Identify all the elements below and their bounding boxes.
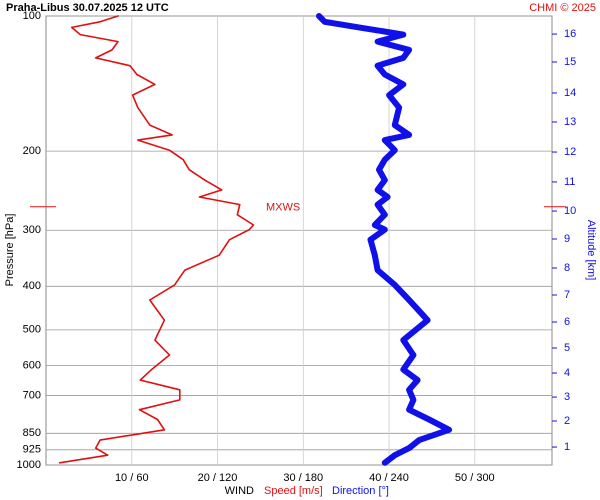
y-tick-label: 600 [23,359,41,371]
y-tick-label: 500 [23,324,41,336]
x-tick-label: 10 / 60 [115,472,149,484]
y2-axis-label: Altitude [km] [585,220,597,281]
x-tick-label: 20 / 120 [198,472,238,484]
y2-tick-label: 10 [564,205,576,217]
x-tick-label: 30 / 180 [283,472,323,484]
direction-line [316,13,453,466]
y-tick-label: 925 [23,444,41,456]
legend-speed: Speed [m/s] [264,485,323,497]
x-tick-label: 50 / 300 [455,472,495,484]
x-axis-label: WIND [225,485,254,497]
y2-tick-label: 11 [564,176,575,188]
credit: CHMI © 2025 [529,2,596,14]
y-tick-label: 1000 [17,459,41,471]
y2-tick-label: 1 [564,441,570,453]
y2-tick-label: 5 [564,342,570,354]
y2-tick-label: 16 [564,28,576,40]
legend-direction: Direction [°] [332,485,389,497]
y-axis-label: Pressure [hPa] [4,214,16,287]
y-tick-label: 700 [23,389,41,401]
y-tick-label: 850 [23,427,41,439]
plot-frame [45,15,553,466]
y2-tick-label: 8 [564,262,570,274]
y-tick-label: 100 [23,10,41,22]
y2-tick-label: 9 [564,233,570,245]
annotation: MXWS [266,202,300,214]
y2-tick-label: 13 [564,116,576,128]
y2-tick-label: 7 [564,289,570,301]
y2-tick-label: 2 [564,415,570,427]
speed-line [58,15,255,464]
y2-tick-label: 12 [564,146,576,158]
y-tick-label: 400 [23,280,41,292]
y2-tick-label: 14 [564,87,576,99]
y-tick-label: 200 [23,145,41,157]
y2-tick-label: 4 [564,367,570,379]
y-tick-label: 300 [23,224,41,236]
y2-tick-label: 6 [564,316,570,328]
y2-tick-label: 3 [564,391,570,403]
chart-title: Praha-Libus 30.07.2025 12 UTC [6,2,169,14]
y2-tick-label: 15 [564,56,576,68]
x-tick-label: 40 / 240 [369,472,409,484]
